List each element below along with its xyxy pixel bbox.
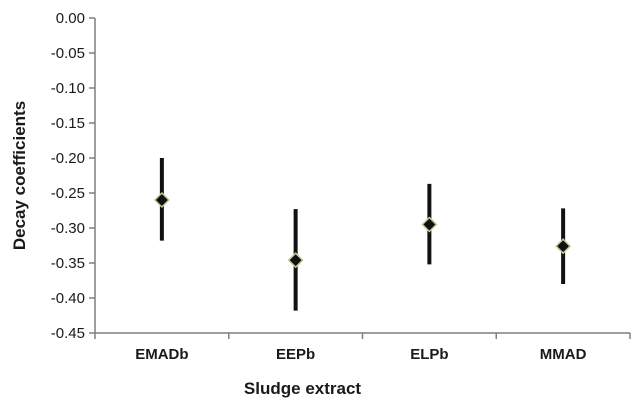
y-tick-label: -0.35: [51, 255, 85, 272]
y-tick-label: 0.00: [56, 10, 85, 27]
y-tick-label: -0.30: [51, 220, 85, 237]
y-tick-label: -0.40: [51, 290, 85, 307]
y-ticks: 0.00 -0.05 -0.10 -0.15 -0.20 -0.25 -0.30 -0.35 -…: [51, 10, 95, 342]
markers: [153, 191, 572, 269]
x-category-label: EEPb: [276, 346, 315, 363]
errorbars: [159, 158, 566, 311]
data-point-marker: [421, 216, 438, 233]
axes: [94, 18, 630, 334]
x-category-label: MMAD: [540, 346, 587, 363]
x-category-label: EMADb: [135, 346, 188, 363]
y-tick-label: -0.05: [51, 45, 85, 62]
data-point-marker: [555, 238, 572, 255]
y-tick-label: -0.20: [51, 150, 85, 167]
y-tick-label: -0.10: [51, 80, 85, 97]
x-axis-title: Sludge extract: [244, 379, 361, 398]
y-tick-label: -0.25: [51, 185, 85, 202]
y-tick-label: -0.45: [51, 325, 85, 342]
data-point-marker: [287, 252, 304, 269]
y-tick-label: -0.15: [51, 115, 85, 132]
data-point-marker: [153, 191, 170, 209]
x-ticks: EMADb EEPb ELPb MMAD: [94, 333, 631, 363]
x-category-label: ELPb: [410, 346, 448, 363]
y-axis-title: Decay coefficients: [10, 101, 29, 250]
